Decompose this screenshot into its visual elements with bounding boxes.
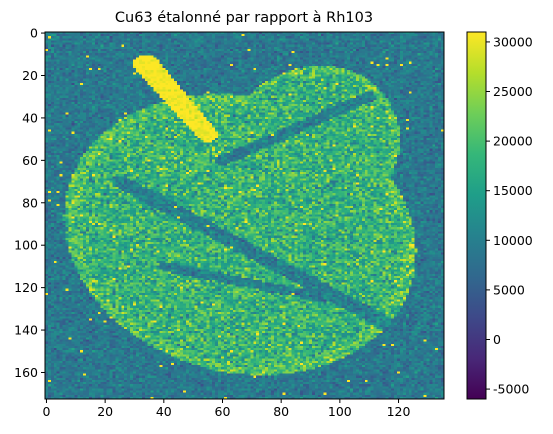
colorbar-tick-label: 5000 (493, 282, 525, 297)
x-tick-label: 60 (215, 404, 231, 419)
colorbar-tick-label: 15000 (493, 183, 533, 198)
y-tick-label: 120 (14, 280, 38, 295)
chart-title: Cu63 étalonné par rapport à Rh103 (115, 10, 373, 26)
heatmap-canvas (45, 32, 444, 399)
y-tick-label: 60 (22, 153, 38, 168)
heatmap-image-frame (45, 32, 444, 399)
x-axis: 0 20 40 60 80 100 120 (42, 399, 410, 419)
y-tick-label: 0 (30, 26, 38, 41)
x-tick-label: 20 (97, 404, 113, 419)
x-tick-label: 120 (387, 404, 411, 419)
y-tick-label: 80 (22, 195, 38, 210)
y-tick-label: 100 (14, 238, 38, 253)
colorbar-tick-label: 30000 (493, 34, 533, 49)
colorbar-tick-label: 25000 (493, 84, 533, 99)
colorbar-axis: -5000 0 5000 10000 15000 20000 25000 30000 (486, 34, 533, 396)
colorbar-tick-label: 20000 (493, 134, 533, 149)
colorbar-tick-label: 0 (493, 332, 501, 347)
x-tick-label: 0 (42, 404, 50, 419)
y-tick-label: 40 (22, 110, 38, 125)
y-axis: 0 20 40 60 80 100 120 140 160 (14, 26, 45, 380)
x-tick-label: 100 (328, 404, 352, 419)
colorbar (467, 32, 486, 399)
y-tick-label: 160 (14, 365, 38, 380)
colorbar-tick-label: -5000 (493, 382, 529, 397)
x-tick-label: 40 (156, 404, 172, 419)
x-tick-label: 80 (273, 404, 289, 419)
y-tick-label: 20 (22, 68, 38, 83)
y-tick-label: 140 (14, 323, 38, 338)
colorbar-tick-label: 10000 (493, 233, 533, 248)
